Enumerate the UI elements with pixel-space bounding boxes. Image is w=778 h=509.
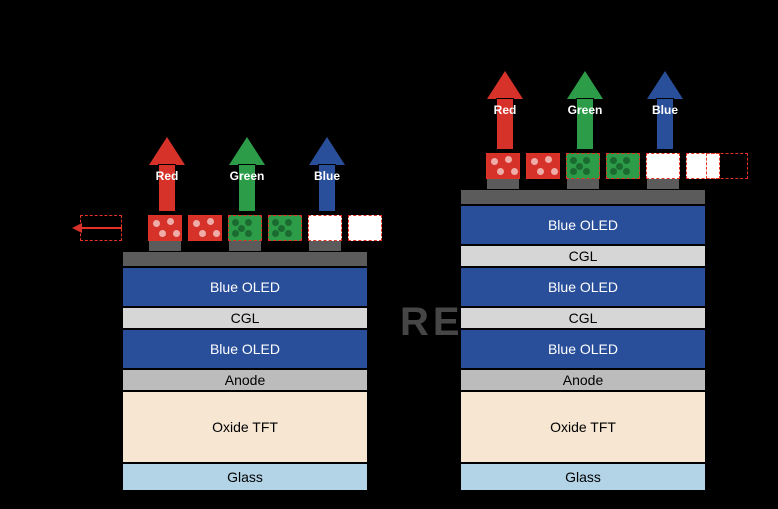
emission-arrow-blue: Blue bbox=[309, 137, 345, 215]
layer-glass: Glass bbox=[122, 463, 368, 491]
layer-anode: Anode bbox=[460, 369, 706, 391]
right-stack: Blue OLED CGL Blue OLED CGL Blue OLED Anode Ox… bbox=[460, 175, 706, 491]
emission-arrow-green: Green bbox=[229, 137, 265, 215]
emission-arrow-red: Red bbox=[487, 71, 523, 153]
color-filter-white bbox=[646, 153, 680, 179]
layer-cgl: CGL bbox=[460, 245, 706, 267]
layer-label: Blue OLED bbox=[210, 341, 280, 357]
layer-label: Blue OLED bbox=[210, 279, 280, 295]
color-filter-white bbox=[308, 215, 342, 241]
layer-label: Oxide TFT bbox=[550, 419, 616, 435]
color-filter-row bbox=[460, 153, 748, 179]
color-filter-green bbox=[268, 215, 302, 241]
top-electrode bbox=[122, 237, 368, 267]
layer-label: Glass bbox=[565, 469, 601, 485]
left-stack: Blue OLED CGL Blue OLED Anode Oxide TFT Glass bbox=[122, 237, 368, 491]
layer-label: CGL bbox=[569, 310, 598, 326]
layer-label: Anode bbox=[563, 372, 603, 388]
layer-blue-oled: Blue OLED bbox=[460, 329, 706, 369]
color-filter-row bbox=[80, 215, 368, 241]
color-filter-white bbox=[348, 215, 382, 241]
layer-oxide-tft: Oxide TFT bbox=[460, 391, 706, 463]
color-filter-red bbox=[188, 215, 222, 241]
layer-blue-oled: Blue OLED bbox=[460, 205, 706, 245]
layer-anode: Anode bbox=[122, 369, 368, 391]
emission-arrow-label: Red bbox=[494, 103, 517, 117]
layer-label: Oxide TFT bbox=[212, 419, 278, 435]
emission-arrow-label: Red bbox=[156, 169, 179, 183]
color-filter-red bbox=[486, 153, 520, 179]
layer-label: Glass bbox=[227, 469, 263, 485]
layer-cgl: CGL bbox=[460, 307, 706, 329]
color-filter-red bbox=[148, 215, 182, 241]
layer-label: Blue OLED bbox=[548, 217, 618, 233]
color-filter-red bbox=[526, 153, 560, 179]
layer-blue-oled: Blue OLED bbox=[460, 267, 706, 307]
color-filter-green bbox=[566, 153, 600, 179]
emission-arrow-green: Green bbox=[567, 71, 603, 153]
emission-arrow-label: Green bbox=[568, 103, 603, 117]
layer-glass: Glass bbox=[460, 463, 706, 491]
emission-arrow-label: Blue bbox=[314, 169, 340, 183]
layer-cgl: CGL bbox=[122, 307, 368, 329]
layer-label: Blue OLED bbox=[548, 341, 618, 357]
layer-blue-oled: Blue OLED bbox=[122, 329, 368, 369]
layer-label: CGL bbox=[231, 310, 260, 326]
oled-stack-comparison-diagram: RESEARCH Blue OLEDCGLBlue OLEDAnodeOxide… bbox=[0, 0, 778, 509]
layer-blue-oled: Blue OLED bbox=[122, 267, 368, 307]
color-filter-green bbox=[228, 215, 262, 241]
emission-arrow-red: Red bbox=[149, 137, 185, 215]
emission-arrow-label: Green bbox=[230, 169, 265, 183]
layer-label: Blue OLED bbox=[548, 279, 618, 295]
layer-oxide-tft: Oxide TFT bbox=[122, 391, 368, 463]
color-filter-green bbox=[606, 153, 640, 179]
layer-label: CGL bbox=[569, 248, 598, 264]
emission-arrow-blue: Blue bbox=[647, 71, 683, 153]
top-electrode bbox=[460, 175, 706, 205]
layer-label: Anode bbox=[225, 372, 265, 388]
emission-arrow-label: Blue bbox=[652, 103, 678, 117]
